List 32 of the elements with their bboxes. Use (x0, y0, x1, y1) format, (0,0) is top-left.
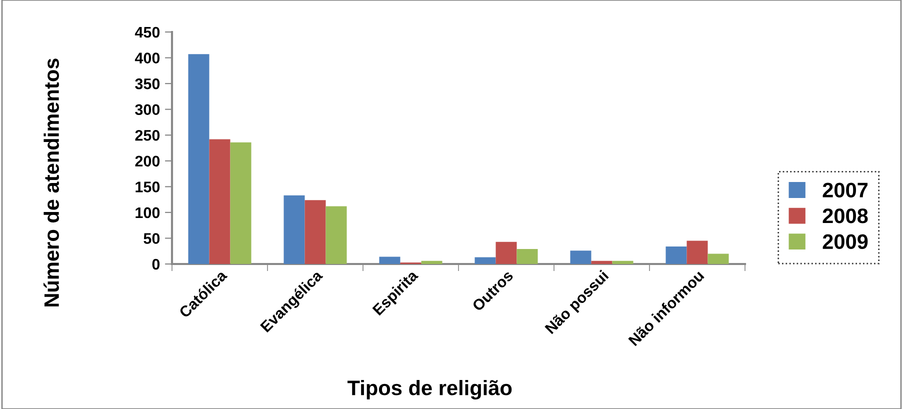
y-axis-title: Número de atendimentos (44, 58, 60, 306)
bar (326, 206, 347, 264)
y-tick-label: 400 (134, 52, 160, 64)
y-tick-label: 350 (135, 78, 160, 90)
y-tick-label: 200 (135, 156, 160, 167)
y-tick-label: 250 (135, 130, 160, 141)
y-tick-label: 0 (152, 258, 160, 270)
y-tick-label: 450 (134, 26, 160, 38)
bar (304, 200, 326, 264)
bar (591, 260, 612, 264)
y-tick-label: 300 (135, 104, 160, 116)
legend-label: 2009 (822, 234, 868, 250)
bar (496, 242, 517, 264)
bar (284, 195, 305, 264)
bar (421, 260, 442, 264)
bar (188, 54, 210, 264)
y-tick-label: 100 (136, 207, 160, 218)
bar (570, 250, 592, 264)
legend-label: 2008 (822, 208, 868, 224)
legend-label: 2007 (822, 182, 868, 198)
bar (209, 139, 230, 264)
bar (230, 142, 252, 264)
x-axis-title: Tipos de religião (348, 380, 512, 400)
bar (516, 249, 538, 264)
bar (666, 246, 687, 264)
bar (686, 240, 708, 264)
bar (708, 254, 729, 264)
bar (612, 260, 634, 264)
bar (379, 256, 400, 264)
bar (474, 257, 496, 264)
y-tick-label: 150 (136, 182, 160, 192)
y-tick-label: 50 (144, 233, 160, 244)
